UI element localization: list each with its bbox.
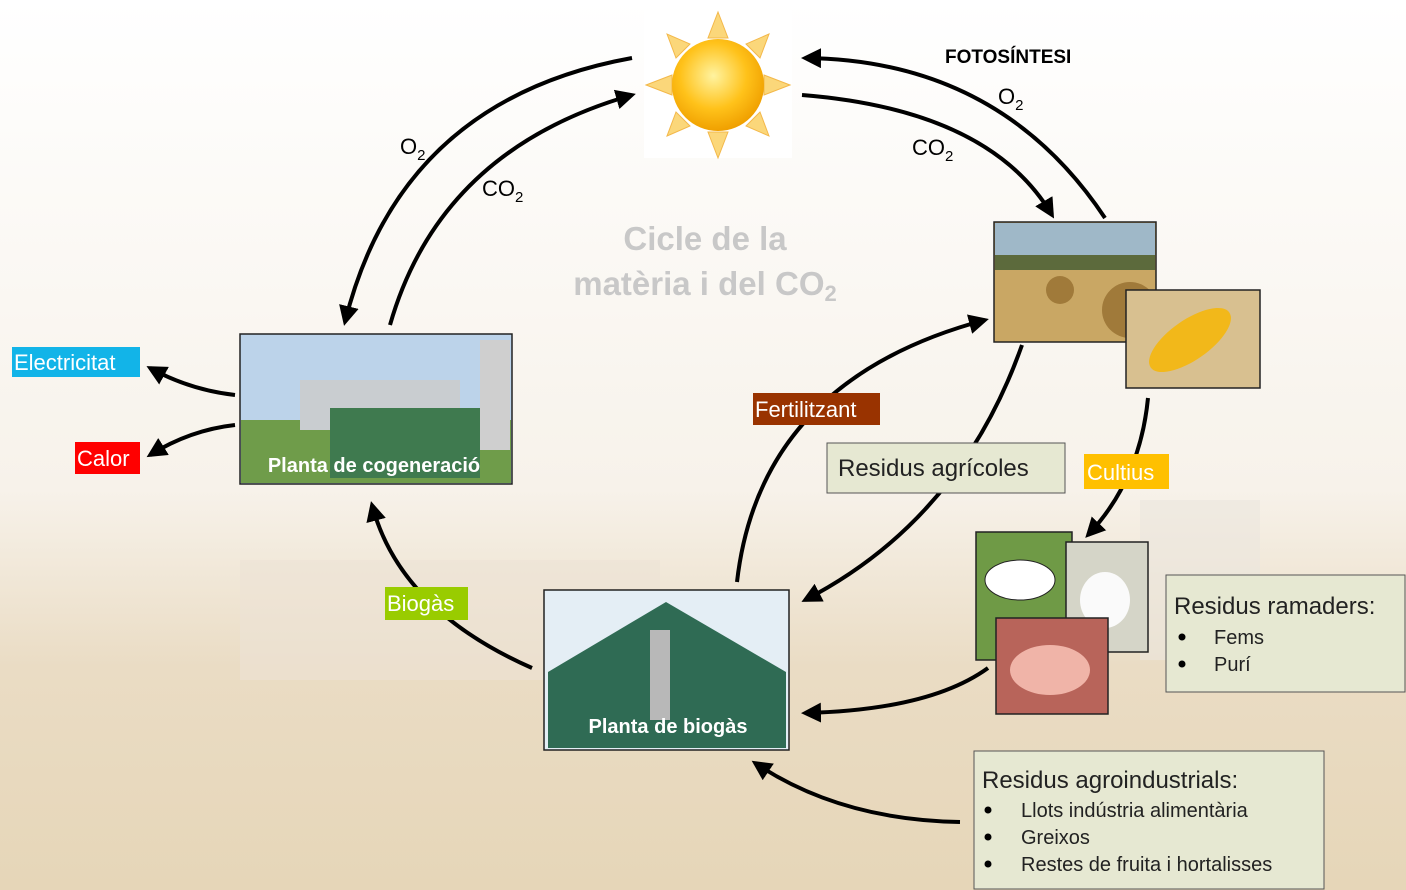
gas-sub: 2 — [417, 147, 425, 164]
diagram: Cicle de la matèria i del CO2 FOTOSÍNTES… — [0, 0, 1406, 890]
heat-tag: Calor — [75, 442, 140, 474]
cycle-title-sub: 2 — [825, 281, 837, 306]
box-title: Residus agroindustrials: — [982, 767, 1238, 794]
biogas-plant-photo: Planta de biogàs — [544, 590, 789, 750]
box-label: Residus agrícoles — [838, 455, 1029, 482]
cycle-title: Cicle de la — [623, 220, 787, 257]
agroindustrial-waste-box: Residus agroindustrials: Llots indústria… — [974, 751, 1324, 889]
photosynthesis-label: FOTOSÍNTESI — [945, 46, 1071, 68]
box-item: Restes de fruita i hortalisses — [1021, 854, 1272, 876]
gas-sub: 2 — [515, 189, 523, 206]
cycle-title: matèria i del CO2 — [573, 265, 837, 306]
gas-main: O — [400, 134, 417, 159]
gas-sub: 2 — [945, 148, 953, 165]
gas-sub: 2 — [1015, 97, 1023, 114]
box-item: Fems — [1214, 627, 1264, 649]
biogas-tag: Biogàs — [385, 587, 468, 620]
crops-tag: Cultius — [1084, 454, 1169, 489]
gas-main: CO — [482, 176, 515, 201]
tag-label: Biogàs — [387, 591, 454, 616]
tag-label: Cultius — [1087, 460, 1154, 485]
fertilizer-tag: Fertilitzant — [753, 393, 880, 425]
cycle-title-main: matèria i del CO — [573, 265, 824, 302]
gas-main: CO — [912, 135, 945, 160]
box-item: Purí — [1214, 654, 1251, 676]
box-item: Llots indústria alimentària — [1021, 800, 1249, 822]
sun — [644, 10, 792, 158]
node-label: Planta de biogàs — [589, 716, 748, 738]
cogeneration-photo: Planta de cogeneració — [240, 334, 512, 484]
tag-label: Fertilitzant — [755, 397, 856, 422]
gas-main: O — [998, 84, 1015, 109]
livestock-waste-box: Residus ramaders: Fems Purí — [1166, 575, 1405, 692]
electricity-tag: Electricitat — [12, 347, 140, 377]
tag-label: Electricitat — [14, 350, 115, 375]
tag-label: Calor — [77, 446, 130, 471]
box-title: Residus ramaders: — [1174, 593, 1375, 620]
box-item: Greixos — [1021, 827, 1090, 849]
agricultural-waste-box: Residus agrícoles — [827, 443, 1065, 493]
node-label: Planta de cogeneració — [268, 455, 480, 477]
